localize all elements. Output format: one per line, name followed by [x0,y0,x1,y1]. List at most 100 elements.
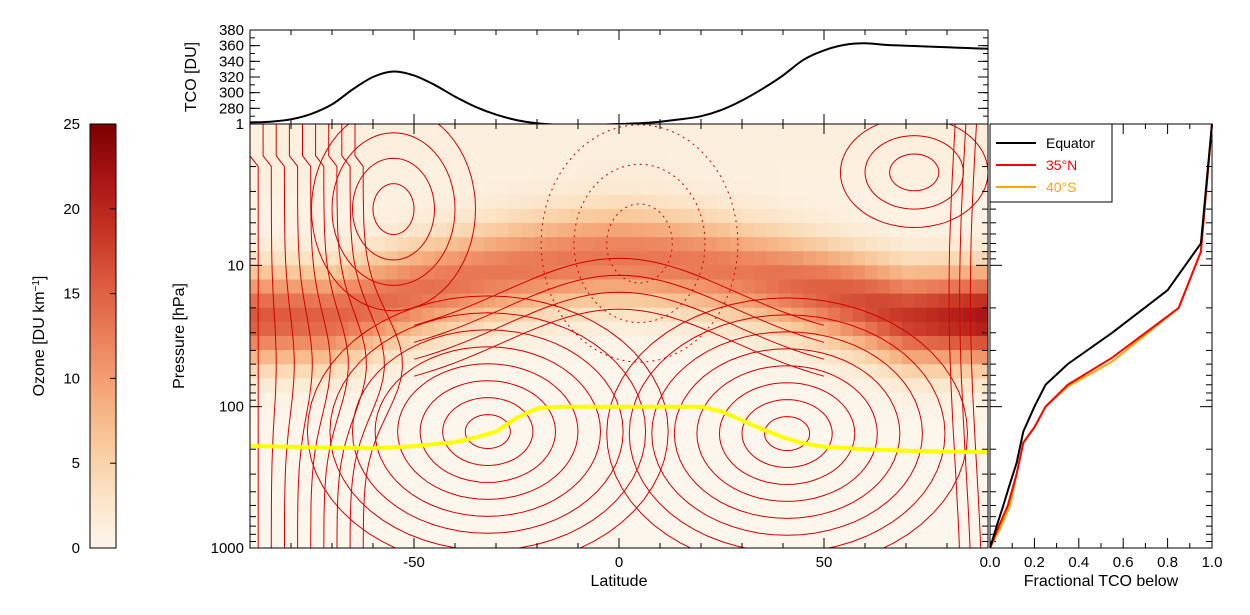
heatmap-cell [274,307,288,323]
heatmap-cell [717,124,731,139]
heatmap-cell [582,222,595,238]
heatmap-cell [532,166,546,182]
heatmap-cell [963,519,977,535]
heatmap-cell [742,166,755,182]
heatmap-cell [680,505,694,521]
heatmap-cell [692,420,706,436]
heatmap-cell [938,138,952,153]
heatmap-cell [852,138,866,153]
heatmap-cell [594,463,608,478]
heatmap-cell [274,180,288,196]
heatmap-cell [926,519,940,535]
heatmap-cell [692,378,706,394]
heatmap-cell [606,420,620,436]
heatmap-cell [545,392,559,408]
heatmap-cell [742,491,755,507]
heatmap-cell [975,166,988,182]
heatmap-cell [409,251,423,266]
heatmap-cell [643,251,657,266]
heatmap-cell [299,194,313,210]
heatmap-cell [385,222,399,238]
heatmap-cell [459,477,472,493]
heatmap-cell [250,420,263,436]
heatmap-cell [692,293,706,309]
heatmap-cell [889,463,903,478]
heatmap-cell [655,449,669,464]
heatmap-cell [397,378,411,394]
heatmap-cell [532,533,546,548]
heatmap-cell [360,434,374,450]
heatmap-cell [545,152,559,167]
heatmap-cell [569,364,583,379]
heatmap-cell [754,463,768,478]
heatmap-cell [914,533,928,548]
heatmap-cell [250,350,263,365]
heatmap-cell [877,378,891,394]
heatmap-cell [606,321,620,337]
heatmap-cell [262,124,276,139]
heatmap-cell [791,392,805,408]
tco-ytick-label: 280 [219,100,244,117]
heatmap-cell [692,180,706,196]
heatmap-cell [508,491,522,507]
heatmap-cell [471,265,485,281]
heatmap-cell [286,392,300,408]
heatmap-cell [631,519,645,535]
heatmap-cell [889,505,903,521]
heatmap-cell [619,208,632,224]
heatmap-cell [299,491,313,507]
heatmap-cell [951,208,964,224]
heatmap-cell [729,152,743,167]
heatmap-cell [815,406,829,422]
heatmap-cell [901,251,915,266]
heatmap-cell [569,378,583,394]
main-ytick-label: 1 [236,116,244,133]
heatmap-cell [471,364,485,379]
heatmap-cell [975,420,988,436]
heatmap-cell [828,491,841,507]
heatmap-cell [262,152,276,167]
heatmap-cell [311,222,325,238]
heatmap-cell [471,519,485,535]
heatmap-cell [311,208,325,224]
heatmap-cell [901,152,915,167]
heatmap-cell [865,166,878,182]
contour-line [275,124,295,548]
heatmap-cell [619,392,632,408]
heatmap-cell [594,222,608,238]
heatmap-cell [569,293,583,309]
heatmap-cell [520,434,534,450]
heatmap-cell [865,434,878,450]
heatmap-cell [311,321,325,337]
heatmap-cell [483,237,497,252]
heatmap-cell [840,279,854,295]
heatmap-cell [877,222,891,238]
heatmap-cell [754,519,768,535]
heatmap-cell [483,138,497,153]
heatmap-cell [619,222,632,238]
heatmap-cell [914,505,928,521]
heatmap-cell [397,194,411,210]
heatmap-cell [754,392,768,408]
heatmap-cell [668,491,682,507]
heatmap-cell [459,180,472,196]
heatmap-cell [348,251,362,266]
heatmap-cell [569,208,583,224]
heatmap-cell [409,533,423,548]
heatmap-cell [852,505,866,521]
heatmap-cell [323,152,337,167]
heatmap-cell [299,449,313,464]
heatmap-cell [815,194,829,210]
heatmap-cell [483,166,497,182]
heatmap-cell [877,251,891,266]
heatmap-cell [262,336,276,351]
heatmap-cell [852,350,866,365]
heatmap-cell [594,350,608,365]
heatmap-cell [865,138,878,153]
heatmap-cell [250,505,263,521]
heatmap-cell [508,138,522,153]
heatmap-cell [692,124,706,139]
heatmap-cell [545,477,559,493]
heatmap-cell [582,519,595,535]
heatmap-cell [828,505,841,521]
